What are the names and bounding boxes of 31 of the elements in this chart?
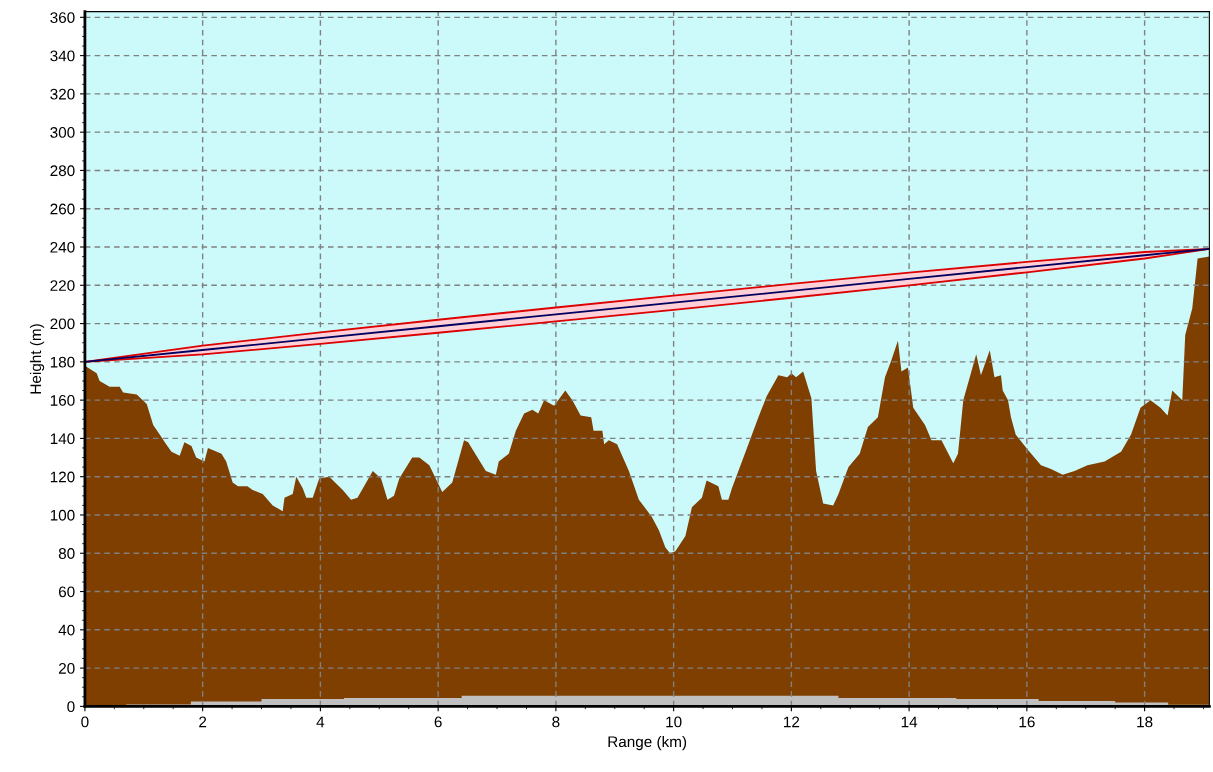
x-tick-label: 12 (784, 716, 800, 728)
y-tick-label: 280 (50, 165, 75, 177)
x-axis-title: Range (km) (608, 735, 687, 751)
y-tick-label: 300 (50, 127, 75, 138)
x-tick-label: 10 (666, 716, 682, 728)
y-tick-label: 360 (50, 12, 75, 24)
x-tick-label: 18 (1137, 716, 1153, 728)
y-axis-title: Height (m) (29, 324, 45, 394)
y-tick-label: 60 (58, 586, 75, 598)
y-tick-label: 340 (50, 50, 75, 62)
y-tick-label: 40 (58, 624, 75, 636)
x-tick-label: 0 (81, 716, 89, 728)
x-tick-label: 2 (199, 716, 207, 728)
y-tick-label: 20 (58, 662, 75, 674)
y-tick-label: 180 (50, 356, 75, 368)
y-tick-label: 0 (67, 701, 75, 713)
x-tick-label: 4 (316, 716, 325, 728)
y-tick-label: 240 (50, 241, 75, 253)
y-tick-label: 260 (50, 203, 75, 215)
x-tick-label: 16 (1019, 716, 1035, 728)
y-tick-label: 160 (50, 395, 75, 406)
y-tick-label: 140 (50, 433, 75, 445)
y-tick-label: 200 (50, 318, 75, 330)
y-tick-label: 80 (58, 548, 75, 559)
y-tick-label: 100 (50, 509, 75, 521)
x-tick-label: 8 (552, 716, 560, 728)
y-tick-label: 220 (50, 280, 75, 291)
x-tick-label: 6 (434, 716, 442, 728)
y-tick-label: 320 (50, 88, 75, 100)
x-tick-label: 14 (901, 716, 918, 728)
y-tick-label: 120 (50, 471, 75, 483)
